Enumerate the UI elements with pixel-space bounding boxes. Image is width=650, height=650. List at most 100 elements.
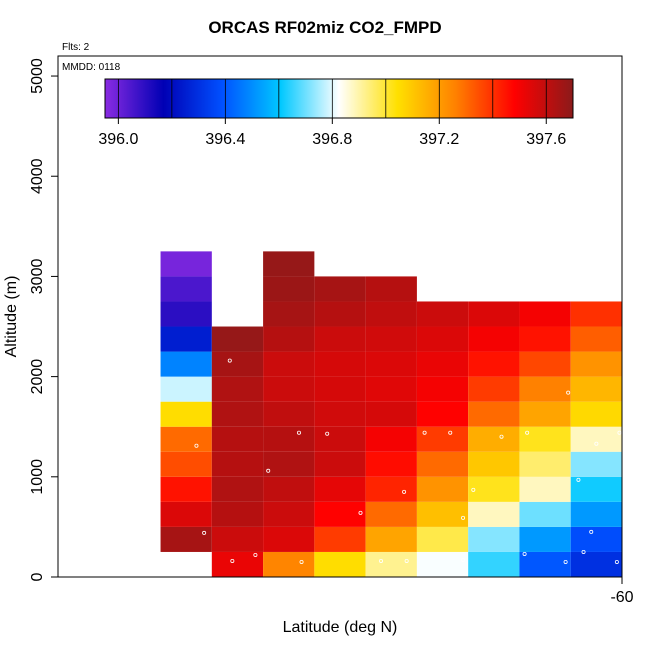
- heatmap-cell: [519, 326, 571, 352]
- heatmap-cell: [160, 376, 212, 402]
- heatmap-cell: [314, 301, 366, 327]
- heatmap-cell: [365, 401, 417, 427]
- heatmap-cell: [160, 426, 212, 452]
- colorbar-gradient: [104, 78, 574, 119]
- heatmap-cell: [365, 376, 417, 402]
- heatmap-cell: [211, 476, 264, 502]
- date-annotation: MMDD: 0118: [62, 62, 121, 73]
- heatmap-cell: [570, 426, 622, 452]
- heatmap-cell: [211, 426, 264, 452]
- sample-point: [325, 431, 330, 436]
- heatmap-cell: [570, 376, 622, 402]
- heatmap-cell: [468, 501, 520, 527]
- y-tick-label: 3000: [29, 259, 46, 295]
- heatmap-cell: [416, 326, 469, 352]
- heatmap-cell: [314, 326, 366, 352]
- heatmap-cell: [263, 501, 315, 527]
- heatmap-cell: [263, 526, 315, 552]
- heatmap-cell: [416, 451, 469, 477]
- heatmap-cell: [519, 551, 571, 577]
- sample-point: [194, 443, 199, 448]
- x-axis-label: Latitude (deg N): [283, 619, 398, 636]
- heatmap-cell: [365, 326, 417, 352]
- heatmap-cell: [211, 526, 264, 552]
- heatmap-cell: [570, 526, 622, 552]
- heatmap-cell: [416, 476, 469, 502]
- sample-point: [461, 515, 466, 520]
- heatmap-cell: [468, 551, 520, 577]
- heatmap-cell: [365, 526, 417, 552]
- colorbar-tick-label: 396.8: [312, 131, 352, 148]
- x-tick-label: -60: [610, 589, 633, 606]
- heatmap-cell: [570, 401, 622, 427]
- heatmap-cell: [211, 501, 264, 527]
- colorbar-tick-label: 397.2: [419, 131, 459, 148]
- heatmap-cell: [263, 376, 315, 402]
- heatmap-cell: [519, 501, 571, 527]
- heatmap-cell: [263, 426, 315, 452]
- heatmap-cell: [519, 401, 571, 427]
- plot-frame: [57, 55, 623, 578]
- heatmap-cell: [211, 451, 264, 477]
- heatmap-cell: [160, 476, 212, 502]
- sample-point: [227, 358, 232, 363]
- heatmap-cell: [416, 501, 469, 527]
- heatmap-cell: [314, 501, 366, 527]
- sample-point: [296, 430, 301, 435]
- sample-point: [617, 430, 622, 435]
- heatmap-cell: [263, 401, 315, 427]
- heatmap-cell: [314, 551, 366, 577]
- heatmap-cell: [519, 476, 571, 502]
- heatmap-cell: [365, 451, 417, 477]
- sample-point: [422, 430, 427, 435]
- heatmap-cell: [211, 326, 264, 352]
- heatmap-cell: [570, 451, 622, 477]
- heatmap-cell: [468, 351, 520, 377]
- heatmap-cell: [365, 351, 417, 377]
- heatmap-cell: [468, 301, 520, 327]
- heatmap-cell: [263, 326, 315, 352]
- heatmap-cell: [160, 451, 212, 477]
- sample-point: [499, 434, 504, 439]
- sample-point: [448, 430, 453, 435]
- sample-point: [576, 477, 581, 482]
- y-tick-label: 4000: [29, 158, 46, 194]
- heatmap-cells: [160, 251, 622, 577]
- sample-point: [404, 558, 409, 563]
- sample-point: [253, 552, 258, 557]
- chart-title: ORCAS RF02miz CO2_FMPD: [208, 18, 442, 37]
- flights-count-label: Flts: 2: [62, 42, 90, 53]
- heatmap-cell: [314, 426, 366, 452]
- sample-point: [402, 489, 407, 494]
- heatmap-cell: [365, 426, 417, 452]
- y-tick-label: 0: [29, 572, 46, 581]
- y-tick-label: 1000: [29, 459, 46, 495]
- y-tick-label: 5000: [29, 58, 46, 94]
- heatmap-cell: [211, 351, 264, 377]
- heatmap-cell: [416, 426, 469, 452]
- heatmap-cell: [570, 501, 622, 527]
- heatmap-cell: [570, 326, 622, 352]
- sample-point: [581, 549, 586, 554]
- heatmap-cell: [160, 326, 212, 352]
- sample-points: [194, 271, 622, 564]
- heatmap-cell: [314, 276, 366, 302]
- heatmap-cell: [519, 301, 571, 327]
- heatmap-cell: [314, 526, 366, 552]
- heatmap-cell: [519, 376, 571, 402]
- heatmap-cell: [519, 351, 571, 377]
- heatmap-cell: [365, 276, 417, 302]
- y-axis-label: Altitude (m): [3, 276, 20, 358]
- colorbar: 396.0 396.4 396.8 397.2 397.6: [98, 78, 574, 148]
- heatmap-cell: [519, 426, 571, 452]
- heatmap-cell: [160, 251, 212, 277]
- heatmap-cell: [314, 401, 366, 427]
- sample-point: [525, 430, 530, 435]
- heatmap-cell: [160, 526, 212, 552]
- heatmap-cell: [160, 301, 212, 327]
- y-tick-label: 2000: [29, 359, 46, 395]
- heatmap-cell: [416, 401, 469, 427]
- sample-point: [461, 557, 466, 562]
- sample-point: [566, 390, 571, 395]
- heatmap-cell: [263, 451, 315, 477]
